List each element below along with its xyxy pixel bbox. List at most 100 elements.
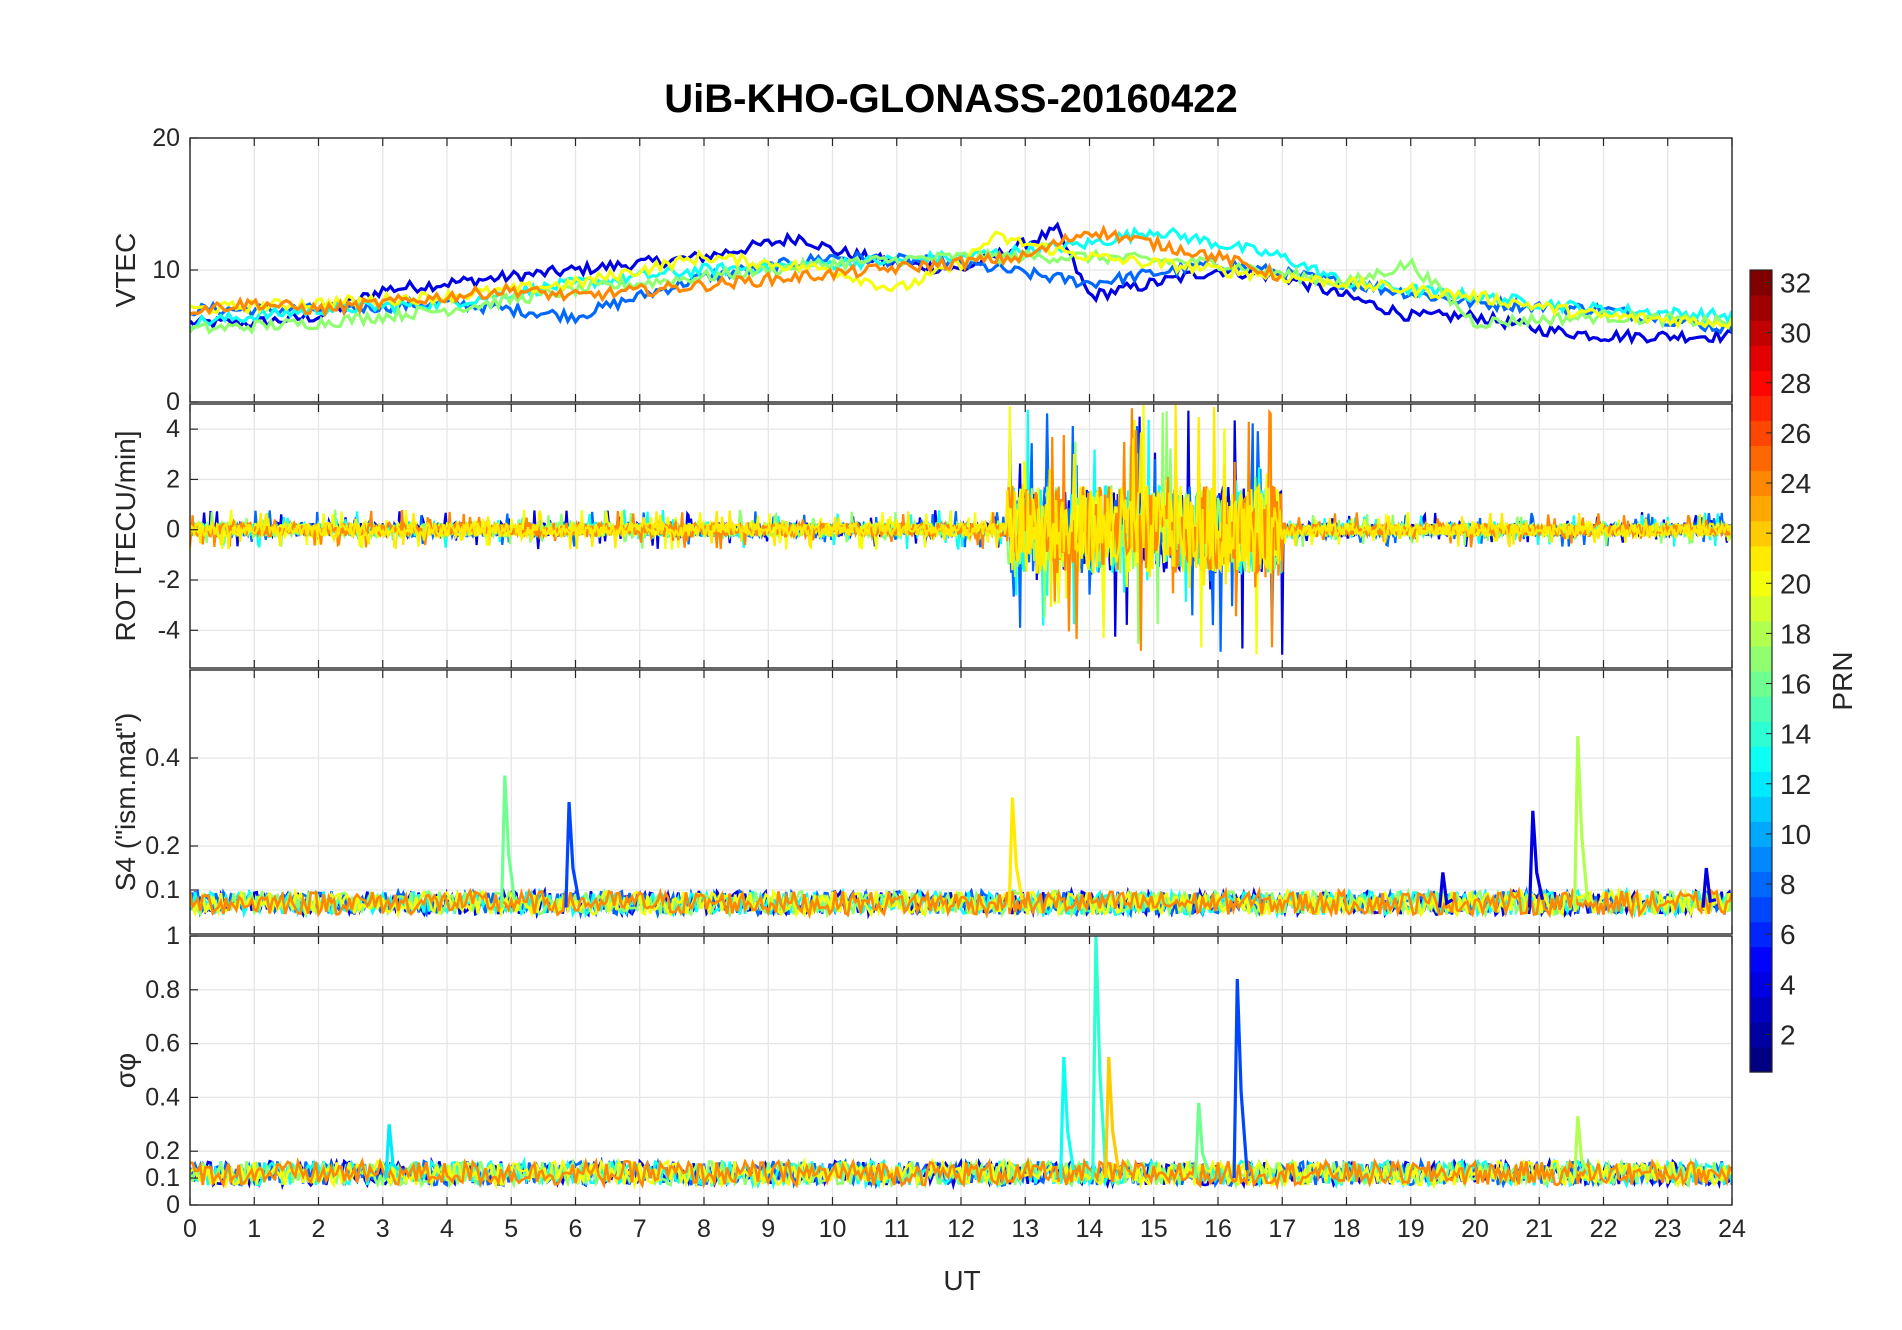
colorbar-swatch (1750, 896, 1772, 923)
series-group (190, 936, 1732, 1191)
y-tick-label: 0 (166, 516, 180, 544)
colorbar-tick-label: 18 (1780, 618, 1811, 649)
colorbar-swatch (1750, 771, 1772, 797)
peak-line (1232, 978, 1249, 1179)
colorbar-swatch (1750, 1021, 1772, 1048)
colorbar-frame (1749, 269, 1773, 1073)
y-tick-label: 0.2 (145, 1137, 180, 1165)
x-tick-label: 19 (1397, 1215, 1425, 1243)
y-tick-label: 4 (166, 415, 180, 443)
colorbar-swatch (1750, 470, 1772, 497)
y-tick-label: 0.4 (145, 1083, 180, 1111)
panel-1: 0 10 20 VTEC (110, 124, 1733, 416)
y-tick-label: 2 (166, 465, 180, 493)
peak-line (1058, 1056, 1076, 1179)
colorbar-swatch (1750, 420, 1772, 447)
x-tick-label: 10 (819, 1215, 847, 1243)
y-axis-label: ROT [TECU/min] (110, 430, 141, 641)
y-tick-label: 0.2 (145, 832, 180, 860)
x-tick-label: 9 (761, 1215, 775, 1243)
y-tick-label: 0 (166, 388, 180, 416)
panel-2: -4 -2 0 2 4 ROT [TECU/min] (110, 403, 1733, 669)
colorbar-swatch (1750, 545, 1772, 572)
colorbar-swatch (1750, 320, 1772, 346)
peak-line (1438, 872, 1454, 908)
x-tick-label: 5 (504, 1215, 518, 1243)
panel-3: 0.1 0.2 0.4S4 ("ism.mat") (110, 669, 1733, 935)
peak-line (1572, 735, 1590, 908)
baseline-series-line (190, 1156, 1732, 1191)
colorbar-swatch (1750, 1046, 1772, 1073)
y-tick-label: 10 (152, 256, 180, 284)
colorbar-swatch (1750, 295, 1772, 321)
y-axis-label: VTEC (110, 233, 141, 308)
y-tick-label: -4 (158, 616, 180, 644)
x-tick-label: 17 (1268, 1215, 1296, 1243)
x-tick-label: 11 (884, 1215, 910, 1243)
colorbar-tick-label: 26 (1780, 418, 1811, 449)
x-tick-label: 1 (247, 1215, 261, 1243)
colorbar-swatch (1750, 620, 1772, 647)
series-group (190, 221, 1732, 346)
colorbar-swatch (1750, 645, 1772, 672)
y-tick-label: 0.6 (145, 1030, 180, 1058)
colorbar-tick-label: 32 (1780, 268, 1811, 299)
baseline-series-line (190, 1157, 1732, 1190)
colorbar-swatch (1750, 696, 1772, 722)
x-tick-label: 20 (1461, 1215, 1489, 1243)
x-tick-label: 15 (1140, 1215, 1168, 1243)
peak-line (1701, 867, 1717, 908)
colorbar-swatch (1750, 996, 1772, 1023)
vtec-series-line (190, 247, 1732, 336)
colorbar-swatch (1750, 270, 1772, 296)
colorbar-tick-label: 2 (1780, 1019, 1796, 1050)
series-group (190, 404, 1732, 655)
colorbar-swatch (1750, 395, 1772, 421)
colorbar-swatch (1750, 971, 1772, 998)
x-tick-label: 8 (697, 1215, 711, 1243)
baseline-series-line (190, 886, 1732, 920)
colorbar-tick-label: 16 (1780, 669, 1811, 700)
colorbar-swatch (1750, 345, 1772, 371)
x-tick-label: 4 (440, 1215, 454, 1243)
chart-title: UiB-KHO-GLONASS-20160422 (664, 77, 1238, 121)
y-tick-label: 0.1 (145, 1164, 180, 1192)
x-axis-label: UT (943, 1265, 980, 1296)
colorbar-swatch (1750, 671, 1772, 697)
x-tick-label: 12 (947, 1215, 975, 1243)
x-tick-label: 3 (376, 1215, 390, 1243)
peak-line (1193, 1102, 1210, 1179)
colorbar-tick-label: 30 (1780, 318, 1811, 349)
colorbar-tick-label: 24 (1780, 468, 1811, 499)
series-group (190, 735, 1732, 920)
colorbar-swatch (1750, 846, 1772, 873)
x-tick-label: 0 (183, 1215, 197, 1243)
colorbar-tick-label: 12 (1780, 769, 1811, 800)
colorbar-swatch (1750, 796, 1772, 822)
x-tick-label: 23 (1654, 1215, 1682, 1243)
peak-line (500, 775, 517, 908)
x-tick-label: 21 (1525, 1215, 1553, 1243)
colorbar-swatch (1750, 520, 1772, 547)
x-tick-label: 6 (569, 1215, 583, 1243)
colorbar-swatch (1750, 871, 1772, 898)
colorbar-tick-label: 4 (1780, 969, 1796, 1000)
colorbar-swatch (1750, 595, 1772, 622)
y-tick-label: 0.1 (145, 876, 180, 904)
colorbar-tick-label: 22 (1780, 518, 1811, 549)
colorbar-swatch (1750, 946, 1772, 973)
peak-line (1528, 810, 1545, 908)
x-tick-label: 24 (1718, 1215, 1746, 1243)
y-tick-label: 0.4 (145, 744, 180, 772)
colorbar-tick-label: 8 (1780, 869, 1796, 900)
baseline-series-line (190, 886, 1732, 920)
colorbar-swatch (1750, 570, 1772, 597)
colorbar-tick-label: 14 (1780, 719, 1811, 750)
x-tick-label: 16 (1204, 1215, 1232, 1243)
y-axis-label: σφ (110, 1053, 141, 1088)
colorbar-swatch (1750, 495, 1772, 522)
vtec-series-line (190, 224, 1283, 318)
